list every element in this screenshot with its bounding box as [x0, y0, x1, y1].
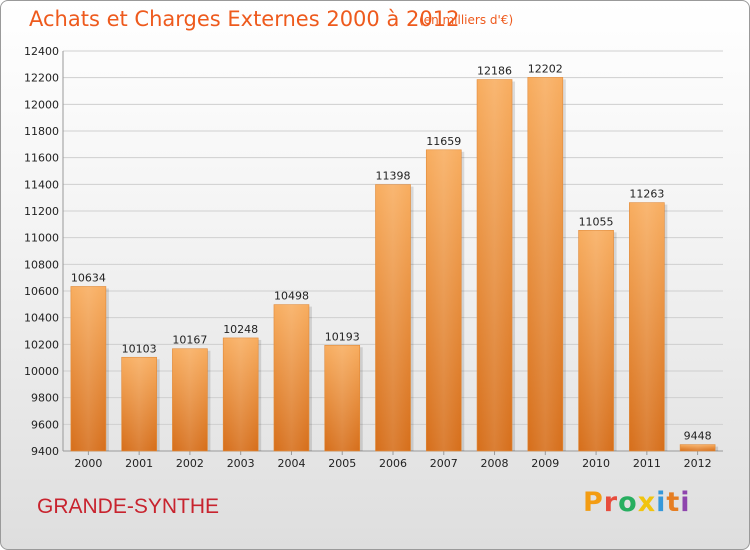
x-tick-label-2009: 2009 [531, 457, 559, 470]
value-label-2006: 11398 [376, 170, 411, 183]
value-label-2000: 10634 [71, 271, 106, 284]
logo-letter: i [656, 487, 667, 518]
bar-highlight [477, 79, 513, 452]
bar-highlight [70, 286, 106, 451]
logo-letter: P [583, 487, 604, 518]
y-tick-label: 10800 [24, 258, 59, 271]
x-tick-label-2006: 2006 [379, 457, 407, 470]
y-tick-label: 10600 [24, 285, 59, 298]
y-tick-label: 10200 [24, 338, 59, 351]
y-tick-label: 12000 [24, 98, 59, 111]
x-tick-label-2010: 2010 [582, 457, 610, 470]
x-tick-label-2011: 2011 [633, 457, 661, 470]
y-tick-label: 9600 [31, 418, 59, 431]
bar-highlight [121, 357, 157, 451]
value-label-2005: 10193 [325, 330, 360, 343]
value-label-2008: 12186 [477, 65, 512, 78]
logo-letter: o [618, 487, 638, 518]
y-tick-label: 12400 [24, 45, 59, 58]
y-tick-label: 11000 [24, 232, 59, 245]
y-tick-label: 9400 [31, 445, 59, 458]
value-label-2007: 11659 [426, 135, 461, 148]
logo-letter: t [666, 487, 681, 518]
y-tick-label: 11400 [24, 178, 59, 191]
value-label-2012: 9448 [684, 430, 712, 443]
y-tick-label: 11200 [24, 205, 59, 218]
value-label-2001: 10103 [122, 342, 157, 355]
y-tick-label: 12200 [24, 72, 59, 85]
value-label-2011: 11263 [629, 188, 664, 201]
y-tick-label: 11800 [24, 125, 59, 138]
bar-highlight [578, 230, 614, 451]
logo-letter: i [680, 487, 691, 518]
bar-highlight [426, 149, 462, 452]
bar-highlight [223, 337, 259, 451]
bar-highlight [172, 348, 208, 451]
y-tick-label: 10400 [24, 312, 59, 325]
logo-letter: x [637, 487, 657, 518]
bar-highlight [375, 184, 411, 451]
x-tick-label-2004: 2004 [277, 457, 305, 470]
value-label-2004: 10498 [274, 290, 309, 303]
value-label-2003: 10248 [223, 323, 258, 336]
bar-highlight [324, 345, 360, 451]
x-tick-label-2008: 2008 [481, 457, 509, 470]
bar-highlight [629, 202, 665, 451]
chart-subtitle: (en milliers d'€) [419, 13, 514, 27]
proxiti-logo: Proxiti [583, 487, 691, 518]
value-label-2002: 10167 [172, 334, 207, 347]
value-label-2010: 11055 [579, 215, 614, 228]
bar-highlight [273, 304, 309, 451]
chart-title: Achats et Charges Externes 2000 à 2012 [29, 7, 460, 31]
y-tick-label: 9800 [31, 392, 59, 405]
x-tick-label-2000: 2000 [74, 457, 102, 470]
bar-highlight [680, 444, 716, 451]
y-tick-label: 11600 [24, 152, 59, 165]
x-tick-label-2003: 2003 [227, 457, 255, 470]
x-tick-label-2005: 2005 [328, 457, 356, 470]
x-tick-label-2002: 2002 [176, 457, 204, 470]
value-label-2009: 12202 [528, 62, 563, 75]
x-tick-label-2012: 2012 [684, 457, 712, 470]
x-tick-label-2001: 2001 [125, 457, 153, 470]
city-name: GRANDE-SYNTHE [37, 495, 220, 518]
logo-letter: r [603, 487, 619, 518]
bar-highlight [527, 77, 563, 452]
y-tick-label: 10000 [24, 365, 59, 378]
x-tick-label-2007: 2007 [430, 457, 458, 470]
